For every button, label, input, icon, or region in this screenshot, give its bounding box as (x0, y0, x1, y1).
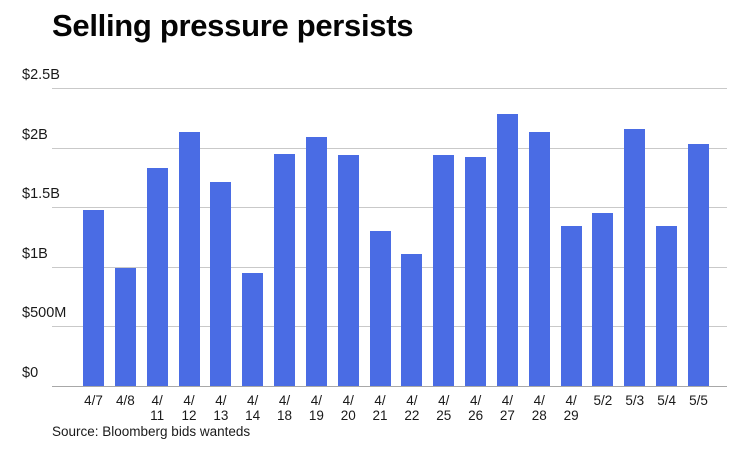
x-axis-tick-label-4/18: 4/ 18 (277, 393, 293, 423)
bar-4/12 (178, 132, 200, 386)
x-axis-tick-label-4/22: 4/ 22 (404, 393, 420, 423)
bar-4/14 (242, 272, 264, 386)
bar-5/2 (592, 213, 614, 386)
y-axis-tick-label: $500M (22, 305, 67, 322)
bar-4/19 (305, 136, 327, 386)
bar-4/7 (83, 209, 104, 386)
chart-title: Selling pressure persists (52, 8, 414, 43)
bar-4/8 (114, 268, 136, 386)
x-axis-tick-label-4/12: 4/ 12 (181, 393, 197, 423)
x-axis-tick-label-4/28: 4/ 28 (531, 393, 547, 423)
x-axis-tick-label-4/7: 4/7 (84, 393, 103, 408)
bar-4/21 (369, 231, 391, 386)
x-axis-tick-label-5/4: 5/4 (657, 393, 676, 408)
bar-5/4 (656, 226, 678, 386)
bar-4/29 (560, 226, 582, 386)
bar-5/3 (624, 128, 646, 386)
x-axis-tick-label-4/8: 4/8 (115, 393, 135, 408)
x-axis-tick-label-4/14: 4/ 14 (245, 393, 261, 423)
bar-4/25 (433, 154, 455, 386)
x-axis-tick-label-4/11: 4/ 11 (150, 393, 165, 423)
gridline-$2B (52, 147, 727, 149)
y-axis-tick-label: $2B (22, 126, 48, 143)
x-axis-tick-label-5/5: 5/5 (689, 393, 708, 408)
bar-4/26 (465, 157, 487, 386)
y-axis: $2.5B $2B $1.5B $1B $500M $0 (22, 67, 82, 386)
y-axis-tick-label: $1.5B (22, 186, 60, 203)
source-note: Source: Bloomberg bids wanteds (52, 424, 251, 439)
bar-4/27 (496, 114, 518, 386)
gridline-$2.5B (52, 88, 727, 89)
x-axis-tick-label-4/19: 4/ 19 (308, 393, 324, 423)
plot-area: 4/7 4/8 4/ 11 4/ 12 4/ 13 4/ 14 4/ 18 4/ 19 4/ 2… (52, 88, 727, 422)
x-axis-tick-label-5/2: 5/2 (593, 393, 613, 408)
x-axis-tick-label-4/27: 4/ 27 (499, 393, 515, 423)
bar-4/13 (210, 182, 232, 386)
x-axis-tick-label-4/13: 4/ 13 (213, 393, 229, 423)
y-axis-tick-label: $0 (22, 365, 39, 381)
x-axis-tick-label-4/29: 4/ 29 (563, 393, 579, 423)
bar-4/18 (274, 153, 296, 386)
x-axis-tick-label-5/3: 5/3 (625, 393, 645, 408)
bar-4/11 (146, 167, 168, 386)
bar-4/22 (401, 253, 423, 386)
bar-4/20 (337, 154, 359, 386)
gridline-$1.5B (52, 207, 727, 209)
y-axis-tick-label: $2.5B (22, 67, 60, 83)
x-axis-tick-label-4/26: 4/ 26 (468, 393, 484, 423)
bar-4/28 (528, 132, 550, 386)
bar-5/5 (687, 144, 709, 386)
x-axis-tick-label-4/25: 4/ 25 (436, 393, 452, 423)
y-axis-tick-label: $1B (22, 245, 48, 262)
gridline-$0 (52, 386, 727, 387)
x-axis-tick-label-4/20: 4/ 20 (340, 393, 356, 423)
x-axis-tick-label-4/21: 4/ 21 (372, 393, 388, 423)
